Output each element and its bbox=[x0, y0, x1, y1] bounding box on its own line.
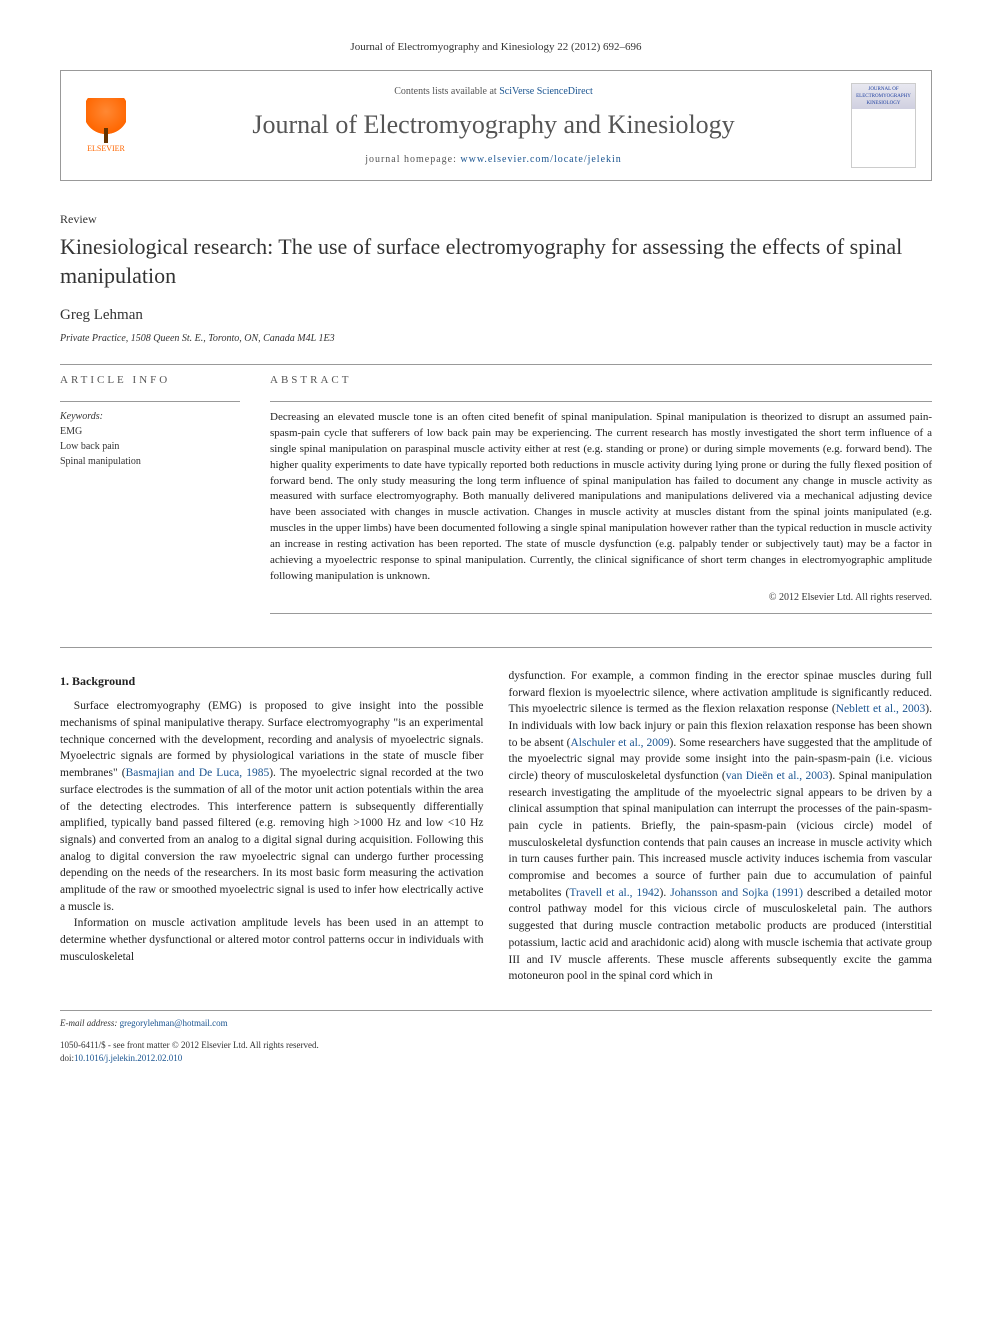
article-type: Review bbox=[60, 211, 932, 228]
abstract-section: ABSTRACT Decreasing an elevated muscle t… bbox=[270, 373, 932, 622]
body-text: ). bbox=[660, 887, 671, 899]
contents-line: Contents lists available at SciVerse Sci… bbox=[151, 85, 836, 99]
journal-reference: Journal of Electromyography and Kinesiol… bbox=[60, 40, 932, 55]
homepage-link[interactable]: www.elsevier.com/locate/jelekin bbox=[460, 154, 621, 165]
body-text: ). The myoelectric signal recorded at th… bbox=[60, 767, 484, 912]
article-title: Kinesiological research: The use of surf… bbox=[60, 233, 932, 290]
keyword: EMG bbox=[60, 424, 240, 439]
author-affiliation: Private Practice, 1508 Queen St. E., Tor… bbox=[60, 332, 932, 346]
body-paragraph: Information on muscle activation amplitu… bbox=[60, 915, 484, 965]
divider bbox=[60, 401, 240, 402]
email-label: E-mail address: bbox=[60, 1018, 120, 1028]
citation-link[interactable]: Alschuler et al., 2009 bbox=[570, 737, 669, 749]
citation-link[interactable]: Neblett et al., 2003 bbox=[836, 703, 926, 715]
sciencedirect-link[interactable]: SciVerse ScienceDirect bbox=[499, 86, 593, 97]
body-paragraph: dysfunction. For example, a common findi… bbox=[509, 668, 933, 985]
body-text: described a detailed motor control pathw… bbox=[509, 887, 933, 982]
abstract-text: Decreasing an elevated muscle tone is an… bbox=[270, 410, 932, 585]
journal-cover-thumbnail: JOURNAL OF ELECTROMYOGRAPHY KINESIOLOGY bbox=[851, 83, 916, 168]
divider bbox=[60, 364, 932, 365]
article-info-section: ARTICLE INFO Keywords: EMG Low back pain… bbox=[60, 373, 240, 622]
body-text: ). Spinal manipulation research investig… bbox=[509, 770, 933, 899]
elsevier-logo: ELSEVIER bbox=[76, 91, 136, 161]
email-line: E-mail address: gregorylehman@hotmail.co… bbox=[60, 1017, 932, 1030]
info-abstract-row: ARTICLE INFO Keywords: EMG Low back pain… bbox=[60, 373, 932, 622]
author-name: Greg Lehman bbox=[60, 305, 932, 326]
homepage-line: journal homepage: www.elsevier.com/locat… bbox=[151, 153, 836, 167]
keywords-label: Keywords: bbox=[60, 410, 240, 424]
page-footer: E-mail address: gregorylehman@hotmail.co… bbox=[60, 1010, 932, 1065]
footer-bottom: 1050-6411/$ - see front matter © 2012 El… bbox=[60, 1039, 932, 1064]
issn-line: 1050-6411/$ - see front matter © 2012 El… bbox=[60, 1039, 932, 1052]
doi-label: doi: bbox=[60, 1053, 74, 1063]
citation-link[interactable]: Basmajian and De Luca, 1985 bbox=[126, 767, 270, 779]
doi-line: doi:10.1016/j.jelekin.2012.02.010 bbox=[60, 1052, 932, 1065]
homepage-prefix: journal homepage: bbox=[365, 154, 460, 165]
keyword: Spinal manipulation bbox=[60, 454, 240, 469]
journal-title: Journal of Electromyography and Kinesiol… bbox=[151, 107, 836, 143]
citation-link[interactable]: Johansson and Sojka (1991) bbox=[670, 887, 803, 899]
article-body: 1. Background Surface electromyography (… bbox=[60, 668, 932, 985]
publisher-name: ELSEVIER bbox=[87, 143, 125, 154]
abstract-copyright: © 2012 Elsevier Ltd. All rights reserved… bbox=[270, 591, 932, 605]
elsevier-tree-icon bbox=[86, 98, 126, 143]
journal-header-box: ELSEVIER Contents lists available at Sci… bbox=[60, 70, 932, 181]
keyword: Low back pain bbox=[60, 439, 240, 454]
divider bbox=[270, 613, 932, 614]
citation-link[interactable]: Travell et al., 1942 bbox=[569, 887, 659, 899]
body-paragraph: Surface electromyography (EMG) is propos… bbox=[60, 698, 484, 915]
article-info-header: ARTICLE INFO bbox=[60, 373, 240, 392]
doi-link[interactable]: 10.1016/j.jelekin.2012.02.010 bbox=[74, 1053, 182, 1063]
email-link[interactable]: gregorylehman@hotmail.com bbox=[120, 1018, 228, 1028]
divider bbox=[270, 401, 932, 402]
abstract-header: ABSTRACT bbox=[270, 373, 932, 392]
contents-prefix: Contents lists available at bbox=[394, 86, 499, 97]
section-heading: 1. Background bbox=[60, 673, 484, 690]
divider bbox=[60, 647, 932, 648]
header-center: Contents lists available at SciVerse Sci… bbox=[151, 85, 836, 167]
citation-link[interactable]: van Dieën et al., 2003 bbox=[726, 770, 829, 782]
